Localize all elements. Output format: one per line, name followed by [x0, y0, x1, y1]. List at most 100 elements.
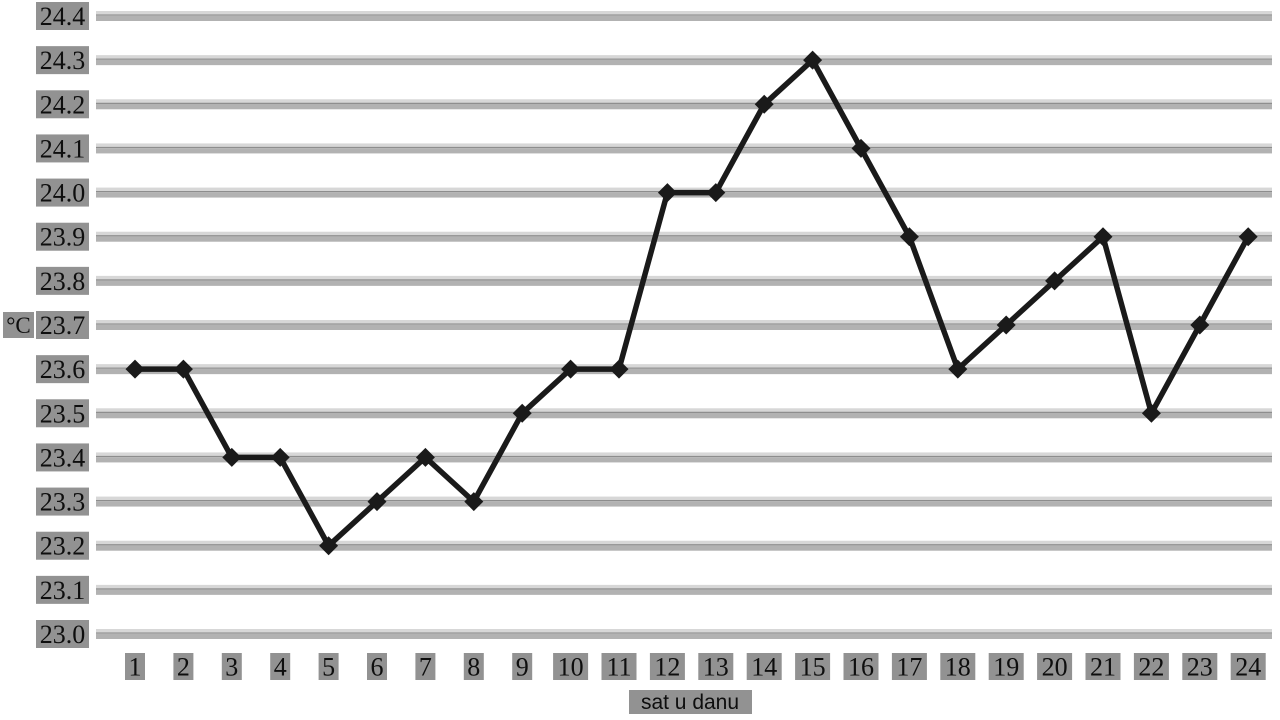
x-tick-label: 23 — [1187, 653, 1213, 682]
data-point-marker — [319, 536, 339, 556]
data-point-marker — [1238, 227, 1258, 247]
x-tick-label-box — [843, 653, 879, 680]
gridline-band-top — [96, 629, 1272, 633]
data-point-marker — [1141, 403, 1161, 423]
data-point-marker — [1190, 315, 1210, 335]
gridline-band-edge — [96, 14, 1272, 16]
gridline-band-edge — [96, 367, 1272, 369]
y-tick-label: 23.9 — [40, 223, 86, 252]
y-tick-label-box — [36, 134, 89, 163]
x-tick-label-box — [125, 653, 145, 680]
y-tick-label: 23.8 — [40, 267, 86, 296]
gridline-band — [96, 457, 1272, 463]
x-tick-label-box — [1182, 653, 1218, 680]
x-tick-label-box — [173, 653, 194, 680]
data-point-marker — [706, 183, 726, 203]
y-tick-label-box — [36, 443, 89, 472]
x-axis-title: sat u danu — [641, 691, 739, 714]
y-tick-label-box — [36, 266, 89, 295]
x-tick-label-box — [1037, 653, 1073, 680]
y-axis-unit-label: °C — [6, 313, 31, 338]
gridline-band — [96, 324, 1272, 331]
gridline-band — [96, 59, 1272, 66]
x-tick-label: 14 — [751, 653, 777, 682]
x-tick-label: 20 — [1042, 653, 1068, 682]
gridline-band-top — [96, 584, 1272, 589]
gridline-band-top — [96, 452, 1272, 456]
y-tick-label: 23.4 — [40, 443, 86, 472]
data-point-marker — [657, 183, 677, 203]
y-tick-label: 23.0 — [40, 620, 86, 649]
x-tick-label-box — [463, 653, 484, 680]
gridline-band — [96, 280, 1272, 286]
gridline-band-top — [96, 231, 1272, 236]
gridline-band-edge — [96, 588, 1272, 590]
x-axis-title-box — [629, 690, 752, 714]
data-point-marker — [899, 227, 919, 247]
x-tick-label-box — [698, 653, 734, 680]
y-tick-label-box — [36, 178, 89, 207]
gridline-band-edge — [96, 323, 1272, 325]
x-tick-label-box — [415, 653, 436, 680]
x-tick-label: 4 — [274, 653, 287, 682]
y-tick-label: 24.1 — [40, 134, 86, 163]
y-tick-label-box — [36, 575, 89, 604]
gridline-band-edge — [96, 499, 1272, 502]
x-tick-label-box — [1133, 653, 1169, 680]
x-tick-label-box — [940, 653, 976, 680]
data-point-marker — [561, 359, 581, 379]
data-point-marker — [754, 94, 774, 114]
data-point-marker — [125, 359, 145, 379]
x-tick-label: 21 — [1090, 653, 1116, 682]
data-point-marker — [270, 447, 290, 467]
x-tick-label: 17 — [896, 653, 922, 682]
y-tick-label: 23.2 — [40, 532, 86, 561]
data-point-marker — [173, 359, 193, 379]
gridline-band-top — [96, 143, 1272, 147]
gridline-band-top — [96, 11, 1272, 15]
x-tick-label: 10 — [558, 653, 584, 682]
x-tick-label-box — [367, 653, 387, 680]
gridline-band-top — [96, 364, 1272, 368]
y-tick-label-box — [36, 620, 89, 649]
data-point-marker — [464, 492, 484, 512]
data-point-marker — [948, 359, 968, 379]
y-tick-label: 24.4 — [40, 2, 86, 31]
gridline-band — [96, 236, 1272, 242]
x-tick-label: 12 — [654, 653, 680, 682]
y-axis-unit-box — [3, 312, 34, 339]
x-tick-label-box — [891, 653, 927, 680]
x-tick-label-box — [553, 653, 589, 680]
x-tick-label: 7 — [419, 653, 432, 682]
gridline-band — [96, 103, 1272, 110]
y-tick-label: 23.7 — [40, 311, 86, 340]
gridline-band — [96, 633, 1272, 640]
x-tick-label: 15 — [800, 653, 826, 682]
y-tick-label: 24.0 — [40, 179, 86, 208]
y-tick-label-box — [36, 355, 89, 384]
gridline-band-top — [96, 408, 1272, 412]
y-tick-label-box — [36, 90, 89, 119]
x-tick-label: 18 — [945, 653, 971, 682]
gridline-band-edge — [96, 544, 1272, 546]
gridline-band-edge — [96, 235, 1272, 237]
gridline-band-edge — [96, 632, 1272, 634]
x-tick-label-box — [512, 653, 533, 680]
y-tick-label: 23.6 — [40, 355, 86, 384]
x-tick-label-box — [318, 653, 339, 680]
x-tick-label: 1 — [129, 653, 142, 682]
data-point-marker — [1045, 271, 1065, 291]
x-tick-label-box — [1085, 653, 1121, 680]
y-tick-label-box — [36, 2, 89, 30]
data-point-marker — [415, 447, 435, 467]
gridline-band-top — [96, 496, 1272, 500]
y-tick-label-box — [36, 531, 89, 560]
x-tick-label: 22 — [1138, 653, 1164, 682]
y-tick-label: 23.5 — [40, 399, 86, 428]
x-tick-label-box — [746, 653, 782, 680]
gridline-band-edge — [96, 279, 1272, 281]
y-tick-label-box — [36, 311, 89, 340]
gridline-band — [96, 148, 1272, 154]
